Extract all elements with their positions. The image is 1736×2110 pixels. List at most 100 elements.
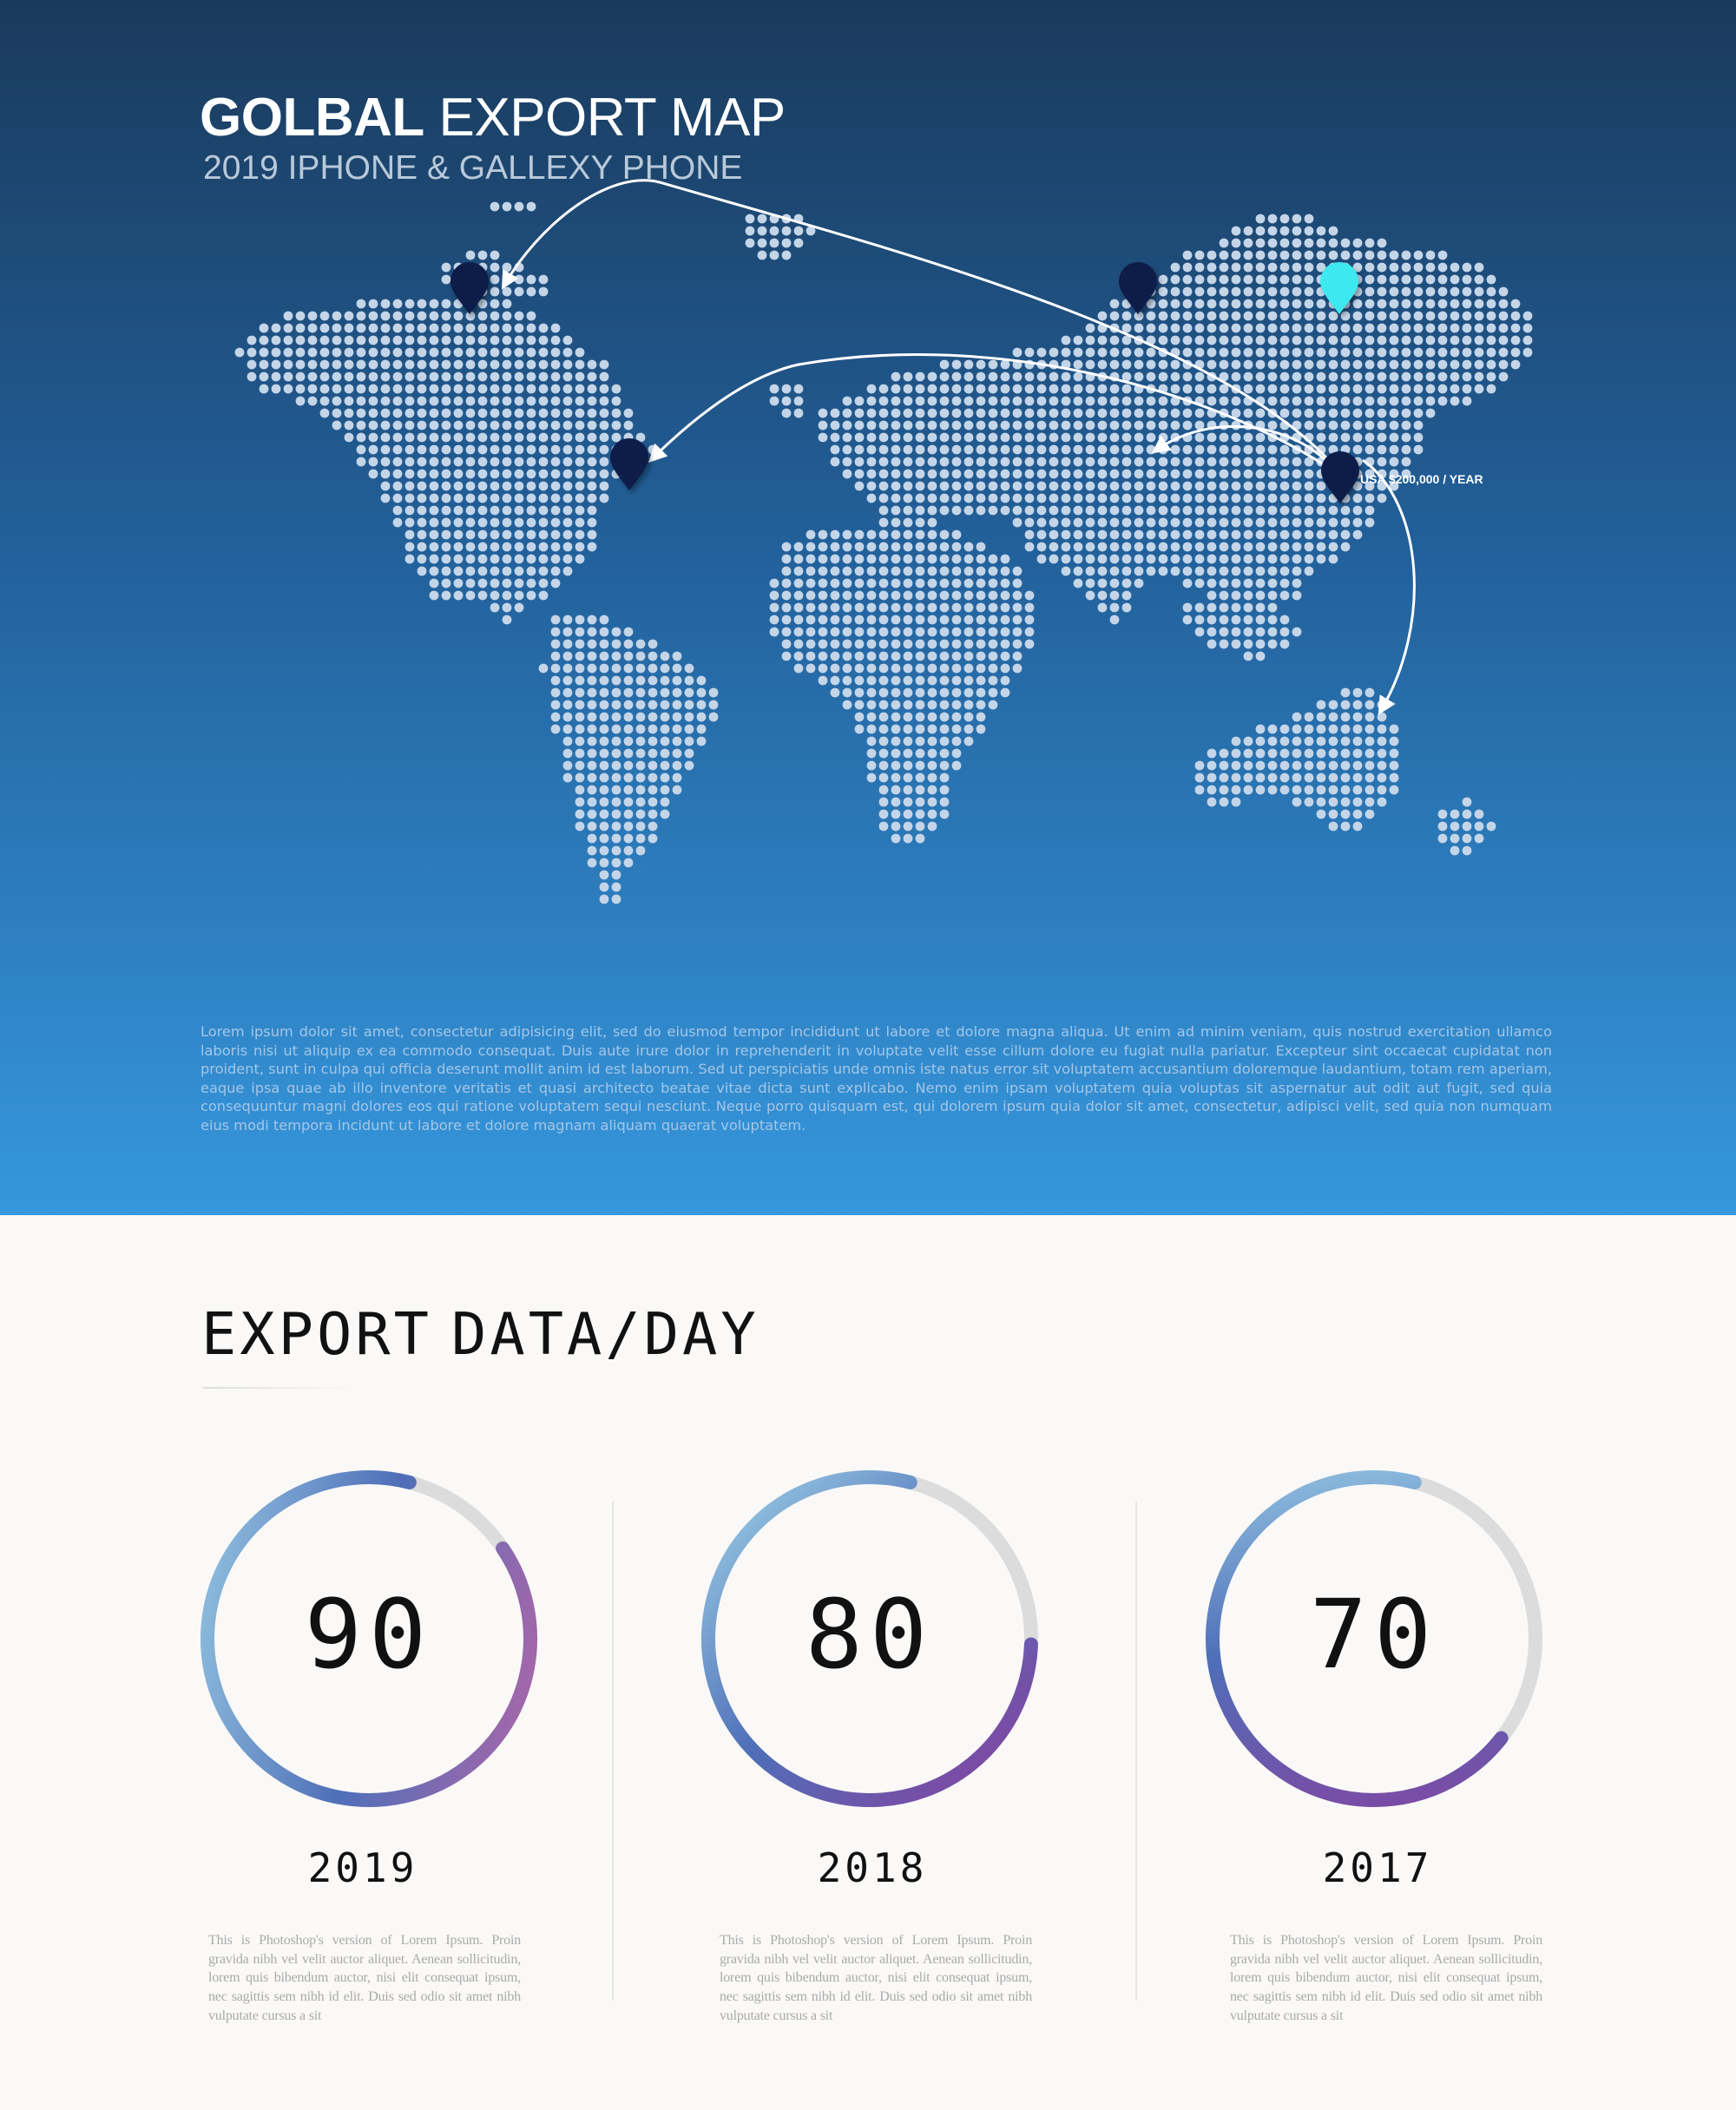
map-dot bbox=[806, 627, 816, 637]
map-dot bbox=[562, 469, 573, 479]
map-dot bbox=[259, 323, 269, 333]
map-dot bbox=[903, 736, 913, 746]
map-dot bbox=[1182, 566, 1193, 576]
map-dot bbox=[696, 712, 707, 722]
map-dot bbox=[951, 505, 962, 516]
map-dot bbox=[1219, 444, 1229, 455]
map-dot bbox=[1267, 274, 1278, 285]
map-dot bbox=[866, 384, 877, 394]
map-dot bbox=[1486, 821, 1496, 832]
map-dot bbox=[1292, 226, 1302, 236]
map-dot bbox=[1267, 517, 1278, 528]
map-dot bbox=[1486, 274, 1496, 285]
map-dot bbox=[1267, 566, 1278, 576]
map-dot bbox=[611, 797, 621, 807]
map-dot bbox=[891, 687, 901, 698]
map-dot bbox=[745, 226, 755, 236]
map-dot bbox=[1364, 420, 1375, 431]
map-dot bbox=[1425, 396, 1436, 406]
map-dot bbox=[818, 542, 828, 552]
gauge-2017: 70 bbox=[1200, 1465, 1548, 1812]
map-dot bbox=[939, 651, 950, 661]
map-dot bbox=[1267, 286, 1278, 297]
map-dot bbox=[1182, 323, 1193, 333]
map-dot bbox=[1316, 384, 1326, 394]
map-dot bbox=[951, 408, 962, 418]
map-dot bbox=[599, 444, 609, 455]
map-dot bbox=[1219, 335, 1229, 345]
map-dot bbox=[1121, 371, 1132, 382]
map-dot bbox=[477, 529, 488, 540]
map-dot bbox=[465, 481, 476, 491]
map-dot bbox=[550, 359, 561, 370]
map-dot bbox=[951, 615, 962, 625]
map-dot bbox=[976, 602, 986, 613]
map-dot bbox=[1340, 371, 1351, 382]
map-dot bbox=[963, 469, 974, 479]
map-dot bbox=[1194, 323, 1205, 333]
map-dot bbox=[1316, 420, 1326, 431]
map-dot bbox=[1073, 505, 1083, 516]
map-dot bbox=[891, 760, 901, 771]
map-dot bbox=[1231, 226, 1241, 236]
map-dot bbox=[1352, 736, 1363, 746]
map-dot bbox=[380, 335, 391, 345]
map-dot bbox=[1450, 323, 1460, 333]
map-dot bbox=[1474, 347, 1484, 358]
map-dot bbox=[927, 700, 937, 710]
map-dot bbox=[587, 736, 597, 746]
map-dot bbox=[1158, 457, 1168, 467]
map-dot bbox=[477, 335, 488, 345]
map-dot bbox=[781, 408, 792, 418]
map-dot bbox=[1170, 384, 1180, 394]
map-dot bbox=[818, 639, 828, 649]
map-dot bbox=[1000, 675, 1010, 686]
map-dot bbox=[319, 323, 330, 333]
map-dot bbox=[1061, 347, 1071, 358]
map-dot bbox=[1194, 469, 1205, 479]
map-dot bbox=[1000, 396, 1010, 406]
map-dot bbox=[429, 554, 439, 564]
map-dot bbox=[1292, 517, 1302, 528]
map-dot bbox=[1316, 772, 1326, 783]
map-dot bbox=[976, 432, 986, 443]
map-dot bbox=[939, 420, 950, 431]
map-dot bbox=[490, 590, 500, 601]
map-dot bbox=[1328, 542, 1338, 552]
map-dot bbox=[1207, 517, 1217, 528]
map-dot bbox=[1304, 566, 1314, 576]
map-dot bbox=[465, 457, 476, 467]
map-dot bbox=[1231, 311, 1241, 321]
map-dot bbox=[623, 663, 634, 674]
map-dot bbox=[927, 517, 937, 528]
map-dot bbox=[927, 481, 937, 491]
map-dot bbox=[295, 359, 306, 370]
map-dot bbox=[453, 444, 464, 455]
map-dot bbox=[1377, 262, 1387, 273]
map-dot bbox=[1024, 384, 1035, 394]
map-dot bbox=[1146, 408, 1156, 418]
map-dot bbox=[392, 517, 403, 528]
map-dot bbox=[648, 663, 658, 674]
map-dot bbox=[1024, 396, 1035, 406]
map-dot bbox=[927, 457, 937, 467]
map-dot bbox=[538, 420, 549, 431]
map-dot bbox=[1279, 566, 1290, 576]
map-dot bbox=[793, 578, 804, 588]
map-dot bbox=[502, 493, 512, 503]
map-dot bbox=[441, 505, 451, 516]
map-dot bbox=[429, 542, 439, 552]
map-dot bbox=[392, 505, 403, 516]
map-dot bbox=[477, 505, 488, 516]
map-dot bbox=[976, 566, 986, 576]
map-dot bbox=[878, 772, 889, 783]
map-dot bbox=[635, 651, 646, 661]
map-dot bbox=[1279, 469, 1290, 479]
map-dot bbox=[635, 724, 646, 734]
map-dot bbox=[1231, 797, 1241, 807]
map-dot bbox=[550, 627, 561, 637]
map-dot bbox=[830, 554, 840, 564]
map-dot bbox=[538, 371, 549, 382]
map-dot bbox=[587, 615, 597, 625]
map-dot bbox=[1267, 226, 1278, 236]
